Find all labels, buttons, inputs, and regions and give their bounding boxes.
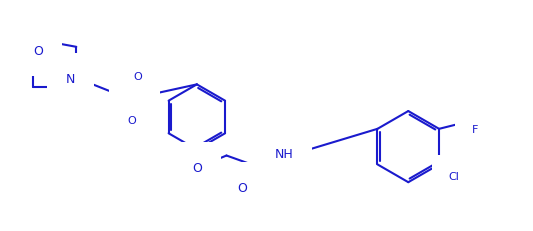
Text: NH: NH <box>274 147 293 160</box>
Text: S: S <box>130 92 139 106</box>
Text: O: O <box>192 161 202 174</box>
Text: O: O <box>127 116 136 125</box>
Text: Cl: Cl <box>448 171 459 182</box>
Text: O: O <box>133 72 142 82</box>
Text: N: N <box>66 73 76 85</box>
Text: F: F <box>472 124 478 134</box>
Text: O: O <box>34 45 43 58</box>
Text: F: F <box>483 109 490 119</box>
Text: F: F <box>472 97 478 107</box>
Text: O: O <box>237 181 247 194</box>
